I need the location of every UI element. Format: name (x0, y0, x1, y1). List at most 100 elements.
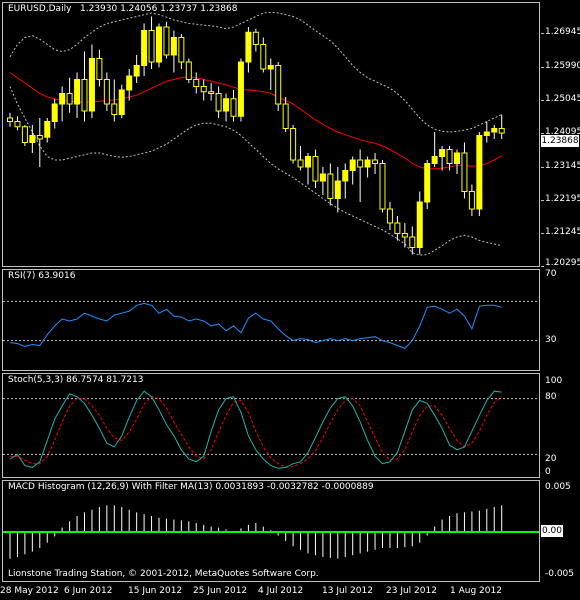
candle-body (327, 173, 334, 199)
price-panel-label: EURUSD,Daily 1.23930 1.24056 1.23737 1.2… (8, 4, 237, 14)
stoch-level-tick: 0 (545, 467, 551, 477)
symbol-label: EURUSD,Daily (8, 4, 72, 14)
rsi-level-tick: 30 (545, 335, 557, 345)
bollinger-lower (9, 86, 502, 256)
stoch-chart (3, 390, 539, 469)
stoch-label: Stoch(5,3,3) 86.7574 81.7213 (8, 375, 144, 385)
candle-body (111, 103, 118, 115)
date-label: 23 Jul 2012 (386, 586, 437, 596)
candle-body (260, 44, 267, 70)
candle-body (215, 93, 222, 112)
rsi-line (9, 302, 502, 349)
candle-body (170, 37, 177, 56)
date-axis: 28 May 2012 6 Jun 2012 15 Jun 2012 25 Ju… (0, 583, 580, 600)
stoch-axis: 100 80 20 0 (541, 373, 580, 478)
candle-body (476, 135, 483, 210)
stoch-signal-line (10, 396, 503, 468)
candle-body (237, 61, 244, 117)
candle-body (200, 86, 207, 93)
candle-body (185, 61, 192, 80)
date-label: 4 Jul 2012 (258, 586, 304, 596)
candle-body (21, 126, 28, 143)
candle-body (66, 93, 73, 105)
rsi-level-tick: 70 (545, 269, 557, 279)
candle-body (483, 131, 490, 136)
candle-body (81, 79, 88, 112)
price-tick: 1.25045 (545, 94, 580, 104)
candle-body (178, 37, 185, 63)
candle-body (59, 93, 66, 105)
price-tick: 1.22195 (545, 194, 580, 204)
candle-body (133, 65, 140, 77)
candle-body (126, 75, 133, 91)
date-label: 1 Aug 2012 (450, 586, 502, 596)
candle-body (319, 173, 326, 182)
rsi-label: RSI(7) 63.9016 (8, 271, 76, 281)
macd-tick: -0.005 (545, 569, 575, 579)
candle-body (312, 156, 319, 182)
candle-body (342, 170, 349, 182)
candle-body (74, 79, 81, 105)
copyright-text: Lionstone Trading Station, © 2001-2012, … (8, 569, 319, 579)
candle-body (282, 103, 289, 129)
candle-body (364, 159, 371, 168)
date-label: 28 May 2012 (0, 586, 59, 596)
candle-body (245, 31, 252, 63)
candle-body (424, 163, 431, 203)
stoch-level-tick: 20 (545, 454, 557, 464)
stoch-panel[interactable]: Stoch(5,3,3) 86.7574 81.7213 (2, 373, 540, 478)
candle-body (290, 128, 297, 161)
candle-body (334, 180, 341, 199)
candle-body (386, 208, 393, 224)
candle-body (439, 149, 446, 157)
candle-body (44, 121, 51, 138)
current-price-marker: 1.23868 (541, 135, 579, 147)
candle-body (29, 135, 36, 143)
price-panel[interactable]: EURUSD,Daily 1.23930 1.24056 1.23737 1.2… (2, 2, 540, 267)
candle-body (297, 159, 304, 168)
macd-zero-marker: 0.00 (541, 525, 563, 537)
candle-body (454, 152, 460, 164)
candle-body (305, 156, 311, 168)
candle-body (141, 30, 148, 66)
candle-body (193, 79, 200, 87)
price-tick: 1.25990 (545, 61, 580, 71)
date-label: 15 Jun 2012 (128, 586, 183, 596)
candle-body (51, 103, 58, 122)
candle-body (223, 98, 230, 112)
candle-body (431, 156, 438, 164)
candle-body (379, 163, 386, 210)
candle-body (468, 191, 475, 210)
candle-body (36, 135, 43, 140)
macd-tick: 0.005 (545, 482, 571, 492)
candle-body (446, 149, 453, 164)
candle-body (498, 128, 505, 134)
price-tick: 1.21245 (545, 227, 580, 237)
candle-body (88, 58, 95, 112)
candle-body (208, 91, 215, 94)
candle-body (416, 201, 423, 248)
date-label: 25 Jun 2012 (193, 586, 248, 596)
candle-body (491, 128, 498, 133)
ohlc-values: 1.23930 1.24056 1.23737 1.23868 (80, 4, 238, 14)
stoch-level-tick: 100 (545, 376, 563, 386)
date-label: 13 Jul 2012 (322, 586, 373, 596)
candle-body (401, 233, 408, 238)
macd-label: MACD Histogram (12,26,9) With Filter MA(… (8, 482, 374, 492)
candle-body (409, 236, 416, 248)
candle-body (230, 98, 237, 117)
candle-body (7, 117, 13, 122)
candle-body (394, 222, 401, 234)
candle-body (14, 121, 21, 128)
candle-body (96, 58, 103, 80)
candle-body (349, 159, 356, 171)
candle-body (118, 89, 125, 115)
candle-body (252, 31, 259, 45)
macd-panel[interactable]: MACD Histogram (12,26,9) With Filter MA(… (2, 480, 540, 582)
price-tick: 1.26945 (545, 27, 580, 37)
candle-body (163, 26, 170, 56)
rsi-panel[interactable]: RSI(7) 63.9016 (2, 269, 540, 371)
price-tick: 1.24095 (545, 127, 580, 137)
price-tick: 1.23145 (545, 161, 580, 171)
rsi-axis: 70 30 (541, 269, 580, 371)
